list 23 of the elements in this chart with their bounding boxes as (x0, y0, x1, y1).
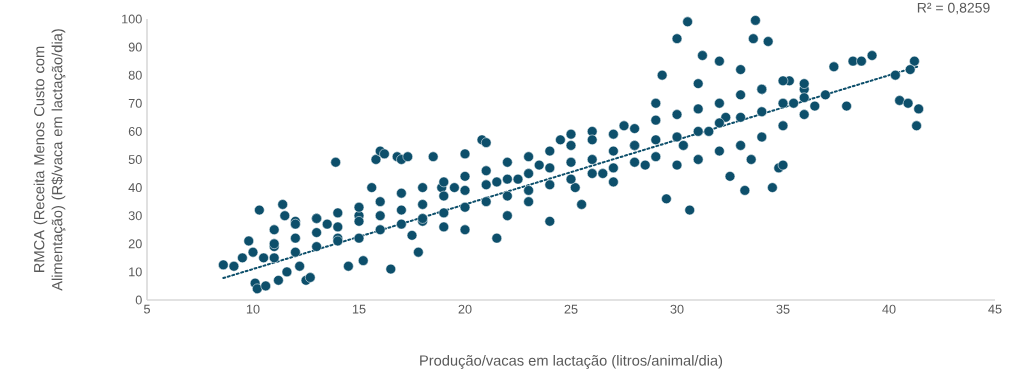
x-tick-label: 35 (776, 304, 790, 314)
x-tick-label: 40 (882, 304, 896, 314)
x-axis-title: Produção/vacas em lactação (litros/animal/dia) (420, 354, 723, 369)
y-tick-label: 0 (135, 295, 142, 305)
y-axis-title: RMCA (Receita Menos Custo com Alimentação) (R$/vaca em lactação/dia) (33, 29, 66, 291)
y-tick-label: 40 (128, 183, 142, 193)
x-tick-label: 30 (670, 304, 684, 314)
y-tick-label: 30 (128, 211, 142, 221)
y-tick-label: 60 (128, 126, 142, 136)
text: R² = 0,8259 (917, 2, 990, 15)
x-tick-label: 5 (143, 304, 150, 314)
x-tick-label: 45 (988, 304, 1002, 314)
y-tick-label: 80 (128, 70, 142, 80)
x-tick-label: 20 (458, 304, 472, 314)
y-tick-label: 10 (129, 267, 142, 277)
y-tick-label: 50 (128, 155, 142, 164)
y-tick-label: 100 (122, 14, 142, 24)
y-tick-label: 70 (128, 98, 142, 108)
x-tick-label: 10 (246, 304, 260, 314)
y-tick-label: 20 (128, 239, 142, 249)
y-tick-label: 90 (128, 42, 142, 52)
x-tick-label: 15 (352, 304, 366, 314)
x-tick-label: 25 (564, 304, 578, 314)
